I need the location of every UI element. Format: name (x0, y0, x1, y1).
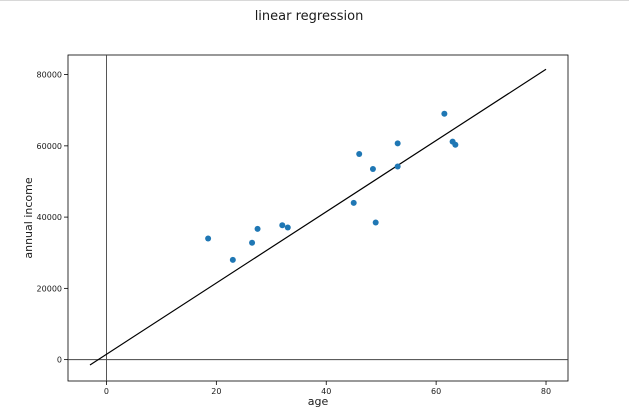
data-point (452, 141, 459, 148)
data-point (372, 219, 379, 226)
y-axis: 0 20000 40000 60000 80000 (37, 71, 68, 365)
regression-line (89, 68, 547, 366)
data-point (205, 235, 212, 242)
y-tick-label: 0 (57, 356, 62, 365)
x-tick-label: 80 (541, 387, 551, 396)
data-point (369, 166, 376, 173)
data-point (394, 140, 401, 147)
data-point (254, 225, 261, 232)
data-point (441, 110, 448, 117)
y-tick-label: 60000 (37, 142, 62, 151)
data-point (356, 151, 363, 158)
x-tick-label: 20 (211, 387, 221, 396)
data-points (205, 110, 459, 263)
y-tick-label: 20000 (37, 284, 62, 293)
data-point (350, 199, 357, 206)
reference-lines (68, 55, 568, 381)
chart-title: linear regression (255, 9, 364, 24)
data-point (249, 239, 256, 246)
x-tick-label: 0 (104, 387, 109, 396)
data-point (394, 163, 401, 170)
x-tick-label: 40 (321, 387, 331, 396)
x-tick-label: 60 (431, 387, 441, 396)
x-axis-label: age (308, 395, 329, 408)
y-tick-label: 80000 (37, 71, 62, 80)
data-point (229, 256, 236, 263)
regression-line-group (89, 68, 547, 366)
data-point (279, 222, 286, 229)
y-axis-label: annual income (22, 177, 35, 258)
top-divider (0, 0, 629, 1)
data-point (284, 224, 291, 231)
x-axis: 0 20 40 60 80 (104, 381, 551, 396)
y-tick-label: 40000 (37, 213, 62, 222)
plot-area (67, 54, 569, 382)
